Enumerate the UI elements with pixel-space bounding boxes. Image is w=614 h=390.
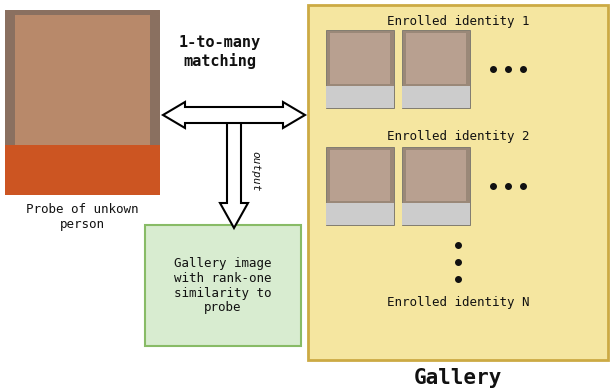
- FancyBboxPatch shape: [326, 30, 394, 108]
- Text: Gallery: Gallery: [414, 368, 502, 388]
- FancyBboxPatch shape: [15, 15, 150, 160]
- Polygon shape: [220, 115, 248, 228]
- FancyBboxPatch shape: [330, 33, 390, 84]
- FancyBboxPatch shape: [5, 10, 160, 195]
- FancyBboxPatch shape: [402, 203, 470, 225]
- FancyBboxPatch shape: [402, 30, 470, 108]
- FancyBboxPatch shape: [308, 5, 608, 360]
- FancyBboxPatch shape: [326, 147, 394, 225]
- FancyBboxPatch shape: [402, 147, 470, 225]
- FancyBboxPatch shape: [406, 33, 466, 84]
- FancyBboxPatch shape: [406, 150, 466, 201]
- FancyBboxPatch shape: [402, 86, 470, 108]
- Text: Gallery image
with rank-one
similarity to
probe: Gallery image with rank-one similarity t…: [174, 257, 272, 314]
- Text: Enrolled identity N: Enrolled identity N: [387, 296, 529, 309]
- Polygon shape: [163, 102, 305, 128]
- Text: Probe of unkown
person: Probe of unkown person: [26, 203, 139, 231]
- FancyBboxPatch shape: [5, 145, 160, 195]
- Text: Enrolled identity 1: Enrolled identity 1: [387, 15, 529, 28]
- FancyBboxPatch shape: [330, 150, 390, 201]
- Text: output: output: [250, 151, 260, 192]
- FancyBboxPatch shape: [326, 203, 394, 225]
- FancyBboxPatch shape: [326, 86, 394, 108]
- Text: 1-to-many
matching: 1-to-many matching: [179, 35, 261, 69]
- Text: Enrolled identity 2: Enrolled identity 2: [387, 130, 529, 143]
- FancyBboxPatch shape: [145, 225, 301, 346]
